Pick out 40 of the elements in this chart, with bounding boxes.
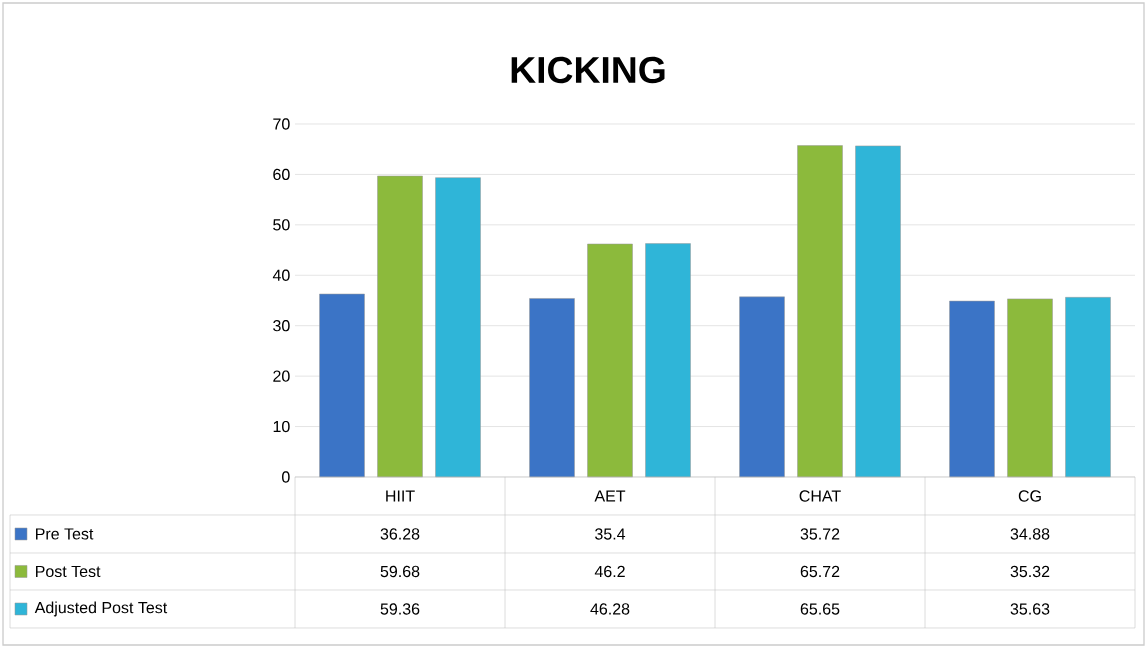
data-label: 59.68: [380, 565, 420, 578]
y-tick-label: 10: [273, 420, 290, 433]
bar: [739, 296, 785, 478]
data-label: 46.28: [590, 603, 630, 615]
x-tick-label: AET: [594, 490, 626, 502]
data-label: 35.4: [595, 528, 626, 540]
y-tick-label: 50: [273, 219, 290, 231]
data-label: 34.88: [1010, 528, 1050, 540]
bar: [377, 175, 423, 478]
y-tick-label: 40: [272, 269, 290, 281]
data-label: 65.72: [800, 565, 840, 578]
y-tick-label: 0: [282, 471, 290, 483]
bar: [797, 145, 843, 478]
y-tick-label: 20: [273, 370, 290, 382]
legend-label: Pre Test: [36, 528, 94, 540]
bar: [949, 300, 995, 478]
y-tick-label: 60: [273, 168, 290, 181]
bar: [587, 243, 633, 478]
legend-label: Adjusted Post Test: [34, 601, 168, 617]
bar: [435, 177, 481, 478]
y-tick-label: 70: [273, 118, 290, 130]
legend-label: Post Test: [36, 565, 101, 578]
data-label: 36.28: [380, 528, 420, 540]
data-label: 35.63: [1010, 603, 1050, 615]
x-tick-label: CG: [1018, 490, 1041, 502]
data-label: 35.32: [1010, 565, 1050, 578]
bar: [1065, 297, 1111, 478]
data-label: 59.36: [380, 603, 420, 615]
bar: [645, 243, 691, 478]
x-tick-label: HIIT: [386, 490, 415, 502]
data-label: 35.72: [800, 528, 840, 540]
y-tick-label: 30: [273, 320, 290, 332]
data-label: 65.65: [800, 603, 840, 615]
x-tick-label: CHAT: [799, 490, 841, 502]
bar: [319, 293, 365, 478]
chart-title: KICKING: [511, 56, 665, 84]
bar: [1007, 298, 1053, 478]
data-label: 46.2: [594, 565, 625, 578]
bar: [855, 145, 901, 478]
bar: [529, 298, 575, 478]
